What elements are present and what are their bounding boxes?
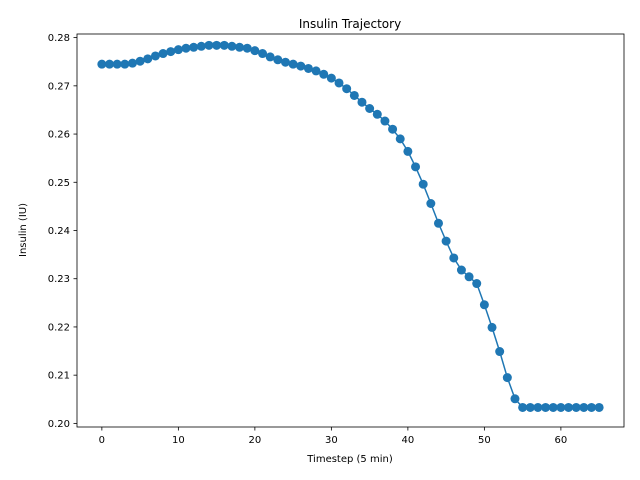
data-point: [265, 52, 275, 62]
data-point: [564, 402, 574, 412]
y-axis-title: Insulin (IU): [18, 203, 29, 257]
data-point: [173, 45, 183, 55]
data-point: [418, 179, 428, 189]
data-point: [411, 162, 421, 172]
data-point: [204, 40, 214, 50]
data-point: [342, 84, 352, 94]
data-point: [326, 73, 336, 83]
data-point: [525, 402, 535, 412]
data-point: [158, 49, 168, 59]
data-point: [227, 41, 237, 51]
data-point: [97, 59, 107, 69]
y-tick-label: 0.24: [48, 226, 70, 237]
data-point: [280, 57, 290, 67]
data-point: [334, 78, 344, 88]
data-point: [388, 124, 398, 134]
data-point: [571, 402, 581, 412]
y-tick-label: 0.28: [48, 33, 70, 44]
data-point: [395, 134, 405, 144]
series-line: [101, 44, 600, 409]
data-point: [449, 253, 459, 263]
x-tick-label: 0: [99, 435, 105, 446]
data-point: [433, 218, 443, 228]
data-point: [510, 394, 520, 404]
data-point: [365, 104, 375, 113]
data-point: [250, 46, 260, 56]
data-point: [166, 47, 176, 57]
x-tick-label: 40: [402, 435, 415, 446]
data-point: [426, 199, 436, 208]
data-point: [472, 279, 482, 289]
data-point: [456, 265, 466, 275]
data-point: [556, 402, 566, 412]
data-point: [487, 322, 497, 332]
data-point: [594, 402, 604, 412]
x-tick-label: 10: [172, 435, 185, 446]
data-point: [242, 43, 252, 53]
data-point: [372, 109, 382, 119]
y-tick-label: 0.23: [48, 274, 70, 285]
data-point: [541, 402, 551, 412]
y-tick-label: 0.22: [48, 322, 70, 333]
data-point: [502, 373, 512, 383]
data-point: [143, 54, 153, 64]
data-point: [380, 116, 390, 126]
data-point: [403, 146, 413, 156]
data-point: [311, 66, 321, 76]
x-axis-title: Timestep (5 min): [306, 454, 393, 465]
x-axis: 0 10 20 30 40 50 60: [99, 427, 568, 446]
data-point: [495, 347, 505, 357]
x-tick-label: 60: [555, 435, 568, 446]
data-point: [441, 236, 451, 246]
data-point: [127, 58, 137, 68]
data-point: [112, 59, 122, 69]
data-point: [548, 402, 558, 412]
data-point: [273, 55, 283, 65]
data-point: [296, 61, 306, 71]
data-point: [150, 51, 160, 61]
x-tick-label: 30: [325, 435, 338, 446]
data-point: [196, 41, 206, 51]
chart-title: Insulin Trajectory: [299, 17, 401, 31]
data-point: [518, 402, 528, 412]
data-point: [120, 59, 130, 69]
y-tick-label: 0.20: [48, 419, 70, 430]
data-point: [303, 63, 313, 73]
data-point: [235, 42, 245, 52]
data-point: [533, 402, 543, 412]
x-tick-label: 20: [249, 435, 262, 446]
y-tick-label: 0.27: [48, 81, 70, 92]
y-tick-label: 0.21: [48, 371, 70, 382]
y-tick-label: 0.25: [48, 178, 70, 189]
data-point: [357, 97, 367, 107]
data-point: [258, 49, 268, 59]
data-point: [135, 56, 145, 66]
data-point: [349, 90, 359, 100]
data-point: [464, 272, 474, 282]
data-point: [479, 300, 489, 310]
data-point: [579, 402, 589, 412]
data-point: [586, 402, 596, 412]
data-point: [288, 59, 298, 69]
data-point: [219, 40, 229, 50]
plot-area: [97, 40, 604, 412]
y-tick-label: 0.26: [48, 130, 70, 141]
data-point: [181, 43, 191, 53]
data-point: [189, 42, 199, 52]
data-point: [319, 69, 329, 79]
data-point: [212, 40, 222, 50]
y-axis: 0.20 0.21 0.22 0.23 0.24 0.25 0.26 0.27 0.28: [48, 33, 77, 430]
x-tick-label: 50: [478, 435, 491, 446]
data-point: [105, 59, 115, 69]
